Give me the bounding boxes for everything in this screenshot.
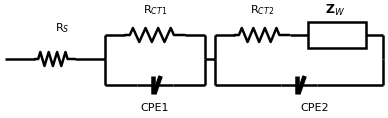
Text: R$_{CT1}$: R$_{CT1}$ xyxy=(143,3,167,17)
Text: CPE1: CPE1 xyxy=(141,103,169,113)
FancyBboxPatch shape xyxy=(308,22,366,48)
Text: Z$_{W}$: Z$_{W}$ xyxy=(325,2,345,18)
Text: CPE2: CPE2 xyxy=(301,103,329,113)
Text: R$_{CT2}$: R$_{CT2}$ xyxy=(250,3,274,17)
Text: R$_{S}$: R$_{S}$ xyxy=(55,21,69,35)
